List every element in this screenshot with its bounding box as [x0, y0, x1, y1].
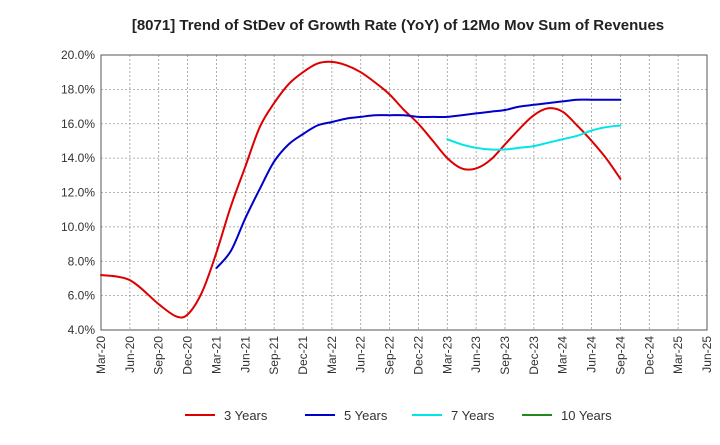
x-tick-label: Jun-22 — [354, 336, 368, 373]
x-tick-label: Dec-20 — [181, 336, 195, 375]
y-tick-label: 20.0% — [61, 48, 95, 62]
x-tick-label: Sep-20 — [152, 336, 166, 375]
grid-layer — [100, 54, 708, 331]
x-tick-label: Jun-25 — [700, 336, 714, 373]
y-tick-label: 6.0% — [68, 289, 96, 303]
x-tick-label: Dec-21 — [296, 336, 310, 375]
x-tick-label: Mar-25 — [671, 336, 685, 374]
legend-label-7-years: 7 Years — [451, 408, 495, 423]
legend: 3 Years 5 Years 7 Years 10 Years — [185, 408, 612, 423]
x-tick-label: Mar-22 — [325, 336, 339, 374]
x-tick-label: Mar-21 — [209, 336, 223, 374]
y-tick-label: 8.0% — [68, 254, 96, 268]
x-tick-label: Sep-23 — [498, 336, 512, 375]
y-tick-label: 18.0% — [61, 82, 95, 96]
x-tick-label: Mar-24 — [556, 336, 570, 374]
legend-label-10-years: 10 Years — [561, 408, 612, 423]
axis-layer: 4.0% 6.0% 8.0% 10.0% 12.0% 14.0% 16.0% 18.0% 20.… — [61, 48, 714, 375]
legend-label-3-years: 3 Years — [224, 408, 268, 423]
x-tick-label: Jun-20 — [123, 336, 137, 373]
chart-title: [8071] Trend of StDev of Growth Rate (Yo… — [132, 17, 664, 34]
y-tick-label: 12.0% — [61, 186, 95, 200]
x-tick-label: Mar-20 — [94, 336, 108, 374]
x-tick-label: Sep-24 — [613, 336, 627, 375]
x-tick-label: Sep-22 — [383, 336, 397, 375]
x-tick-label: Dec-22 — [411, 336, 425, 375]
x-tick-label: Jun-24 — [585, 336, 599, 373]
series-layer — [100, 60, 622, 319]
plot-frame — [100, 54, 708, 331]
y-tick-label: 14.0% — [61, 151, 95, 165]
series-line-7-years — [446, 124, 622, 151]
x-tick-label: Jun-21 — [238, 336, 252, 373]
y-tick-label: 16.0% — [61, 117, 95, 131]
x-tick-label: Sep-21 — [267, 336, 281, 375]
x-tick-label: Jun-23 — [469, 336, 483, 373]
legend-label-5-years: 5 Years — [344, 408, 388, 423]
y-tick-label: 4.0% — [68, 323, 96, 337]
y-tick-label: 10.0% — [61, 220, 95, 234]
series-line-3-years — [100, 60, 622, 319]
x-tick-label: Dec-23 — [527, 336, 541, 375]
series-line-5-years — [215, 98, 622, 270]
x-tick-label: Dec-24 — [642, 336, 656, 375]
x-tick-label: Mar-23 — [440, 336, 454, 374]
